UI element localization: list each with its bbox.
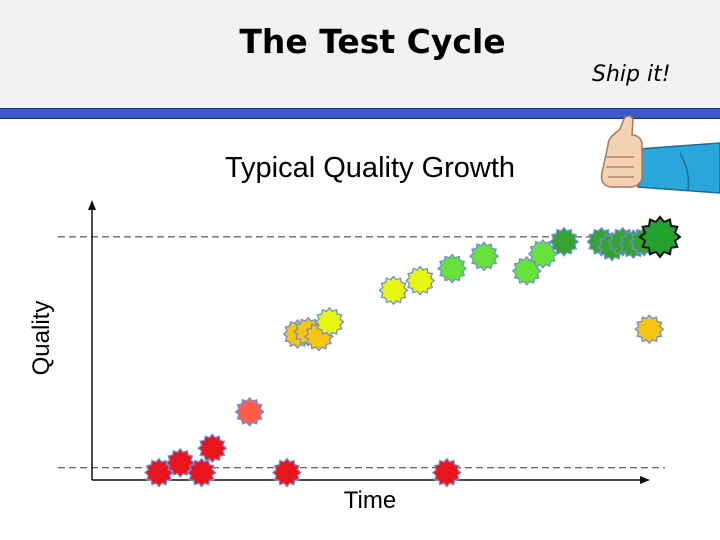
x-axis-arrow-icon [640,476,650,484]
title-divider-bar [0,108,720,119]
data-point [437,253,468,284]
data-point [197,433,228,464]
data-point [549,226,580,257]
data-point [378,275,409,306]
data-point [634,314,665,345]
data-point [469,241,500,272]
data-point [314,306,345,337]
data-point [271,457,302,488]
y-axis-arrow-icon [88,200,96,210]
thumbs-up-icon [600,115,720,194]
data-point [186,457,217,488]
chart-title: Typical Quality Growth [224,152,516,184]
data-point [234,396,265,427]
slide-title: The Test Cycle [239,22,506,61]
highlight-data-point [638,215,682,259]
data-point [405,265,436,296]
ship-it-label: Ship it! [592,62,671,87]
x-axis-label: Time [343,487,397,514]
data-point [431,457,462,488]
data-point [165,447,196,478]
